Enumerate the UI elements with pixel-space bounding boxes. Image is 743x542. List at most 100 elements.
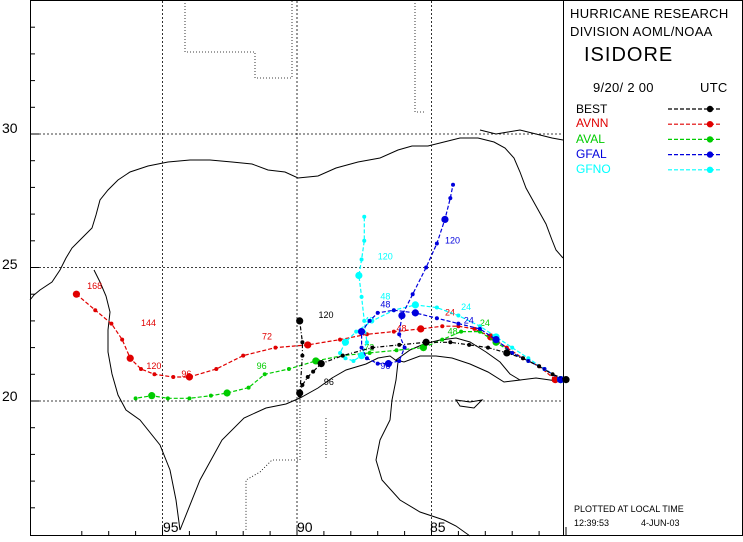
track-point xyxy=(411,309,419,317)
coast-line-5 xyxy=(454,399,484,409)
track-point xyxy=(384,360,393,368)
legend-marker-best xyxy=(706,105,714,113)
track-point xyxy=(93,308,98,313)
track-point xyxy=(223,389,231,397)
track-point xyxy=(550,372,555,377)
forecast-hour-label: 48 xyxy=(380,292,390,302)
forecast-hour-label: 72 xyxy=(364,342,374,352)
lon-label-90: 90 xyxy=(297,519,313,535)
track-point xyxy=(424,265,429,270)
track-point xyxy=(300,382,305,387)
lat-label-30: 30 xyxy=(2,120,18,136)
track-best: 96 120 xyxy=(296,310,570,398)
track-point xyxy=(208,393,213,398)
track-point xyxy=(419,344,428,352)
track-point xyxy=(537,364,542,369)
track-avnn: 24 48 72 96 120 144 168 xyxy=(72,281,559,384)
lat-lon-grid xyxy=(31,1,567,535)
forecast-hour-label: 24 xyxy=(480,318,490,328)
track-point xyxy=(440,337,445,342)
track-point xyxy=(355,271,363,280)
track-point xyxy=(402,345,407,350)
track-point xyxy=(297,393,302,398)
track-point xyxy=(305,374,310,379)
track-point xyxy=(262,372,267,377)
track-point xyxy=(411,301,419,309)
track-point xyxy=(397,358,402,363)
track-point xyxy=(138,366,143,371)
lat-label-20: 20 xyxy=(2,388,18,404)
track-point xyxy=(459,329,464,334)
track-point xyxy=(367,318,372,323)
track-line-gfal xyxy=(361,184,561,381)
coast-line-3 xyxy=(179,355,471,537)
track-point xyxy=(109,321,114,326)
track-gfal: 24 48 96 120 xyxy=(357,182,565,384)
track-line-aval xyxy=(135,331,561,399)
track-point xyxy=(397,332,402,337)
track-point xyxy=(296,317,304,325)
track-point xyxy=(317,360,325,368)
track-point xyxy=(562,376,570,384)
org-line-1: HURRICANE RESEARCH xyxy=(570,6,729,21)
plot-date: 4-JUN-03 xyxy=(641,518,680,528)
forecast-hour-label: 96 xyxy=(324,377,334,387)
track-point xyxy=(477,326,482,331)
legend-marker-gfno xyxy=(706,166,714,173)
lat-label-25: 25 xyxy=(2,256,18,272)
forecast-hour-label: 120 xyxy=(319,310,334,320)
track-point xyxy=(364,340,369,345)
track-point xyxy=(311,369,316,374)
track-point xyxy=(467,342,472,347)
track-point xyxy=(362,238,367,243)
track-point xyxy=(72,290,81,298)
track-point xyxy=(357,352,366,360)
plot-time: 12:39:53 xyxy=(574,518,610,528)
track-point xyxy=(304,341,312,349)
org-line-2: DIVISION AOML/NOAA xyxy=(570,24,713,39)
track-point xyxy=(391,308,396,313)
track-point xyxy=(375,310,380,315)
track-point xyxy=(398,311,406,320)
lon-label-95: 95 xyxy=(163,519,179,535)
track-point xyxy=(503,349,511,357)
track-point xyxy=(456,313,461,318)
coast-line-0 xyxy=(29,137,564,301)
track-point xyxy=(148,392,156,400)
track-point xyxy=(422,338,430,346)
track-point xyxy=(246,385,251,390)
track-point xyxy=(362,214,367,219)
legend-label-gfal: GFAL xyxy=(576,147,607,161)
track-point xyxy=(126,354,134,362)
track-point xyxy=(359,345,364,350)
track-point xyxy=(510,345,515,350)
coast-line-2 xyxy=(93,269,181,531)
track-point xyxy=(448,196,453,201)
track-point xyxy=(417,325,425,333)
forecast-hour-label: 96 xyxy=(181,369,191,379)
track-point xyxy=(171,374,176,379)
track-point xyxy=(441,215,449,224)
legend-label-best: BEST xyxy=(576,102,608,116)
track-point xyxy=(434,241,439,246)
forecast-hour-label: 96 xyxy=(380,361,390,371)
track-point xyxy=(312,357,320,365)
track-point xyxy=(485,345,490,350)
track-point xyxy=(397,342,402,347)
track-point xyxy=(273,345,278,350)
track-point xyxy=(187,396,192,401)
track-line-best xyxy=(299,320,567,396)
forecast-tracks: 2448729612014416824487296244848120244896… xyxy=(72,182,570,401)
track-point xyxy=(440,324,445,329)
legend-label-aval: AVAL xyxy=(576,132,605,146)
border-line-0 xyxy=(184,0,293,79)
coast-line-4 xyxy=(394,337,522,383)
track-point xyxy=(351,358,356,363)
track-point xyxy=(343,356,348,361)
forecast-hour-label: 96 xyxy=(257,361,267,371)
forecast-hour-label: 168 xyxy=(87,281,102,291)
track-point xyxy=(434,305,439,310)
track-point xyxy=(492,335,500,344)
forecast-hour-label: 48 xyxy=(397,324,407,334)
track-point xyxy=(367,350,372,355)
